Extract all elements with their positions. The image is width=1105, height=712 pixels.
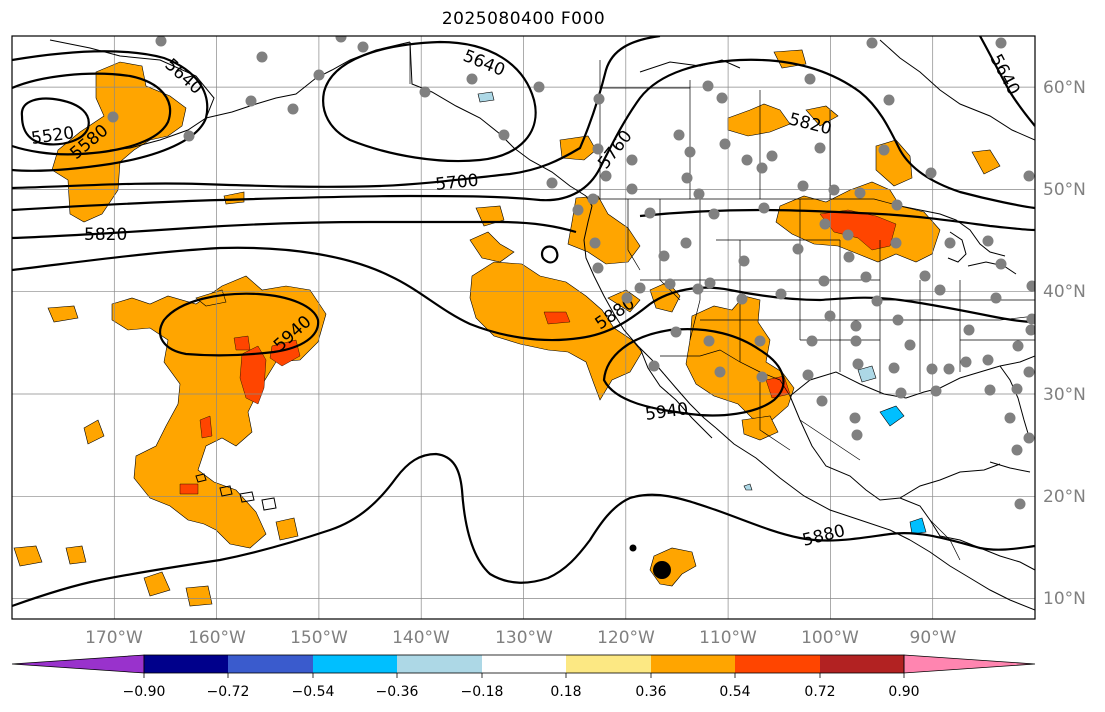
colorbar-tick-label: 0.72 (804, 684, 835, 700)
lon-label: 110°W (699, 628, 757, 648)
coastlines (49, 39, 1035, 611)
colorbar-tick-label: 0.90 (888, 684, 919, 700)
map-border (11, 35, 1036, 620)
strong-anomaly-fill (179, 209, 897, 495)
colorbar-segment (735, 655, 820, 673)
colorbar-segment (566, 655, 651, 673)
colorbar-tick-label: −0.72 (207, 684, 250, 700)
lat-label: 40°N (1043, 282, 1086, 302)
storm-marker (653, 561, 671, 579)
lat-label: 20°N (1043, 487, 1086, 507)
colorbar-segment (313, 655, 397, 673)
colorbar-tick-label: −0.36 (376, 684, 419, 700)
colorbar-tick-label: 0.36 (635, 684, 666, 700)
colorbar-segment (397, 655, 482, 673)
colorbar-tick-label: −0.18 (461, 684, 504, 700)
map-title: 2025080400 F000 (441, 9, 606, 29)
negative-anomaly-fill (477, 91, 927, 535)
colorbar-segment (651, 655, 735, 673)
colorbar: −0.90 −0.72 −0.54 −0.36 −0.18 0.18 0.36 … (11, 654, 1036, 700)
colorbar-tick-label: 0.54 (719, 684, 750, 700)
colorbar-segment (144, 655, 228, 673)
colorbar-segment (228, 655, 313, 673)
colorbar-segment (820, 655, 904, 673)
lat-label: 50°N (1043, 180, 1086, 200)
lon-label: 100°W (801, 628, 859, 648)
lat-label: 10°N (1043, 589, 1086, 609)
station-markers (107, 36, 1035, 510)
lon-label: 160°W (188, 628, 246, 648)
contour-labels: 5520 5580 5640 5640 5640 5700 5760 5820 … (30, 46, 1024, 551)
colorbar-low-extension (11, 654, 145, 674)
lon-label: 90°W (910, 628, 957, 648)
lat-label: 60°N (1043, 78, 1086, 98)
colorbar-tick-label: −0.90 (123, 684, 166, 700)
political-borders (409, 42, 1035, 561)
colorbar-tick-label: 0.18 (550, 684, 581, 700)
lon-label: 140°W (392, 628, 450, 648)
lat-label: 30°N (1043, 385, 1086, 405)
longitude-labels: 170°W 160°W 150°W 140°W 130°W 120°W 110°… (85, 628, 957, 648)
lon-label: 170°W (85, 628, 143, 648)
lon-label: 150°W (290, 628, 348, 648)
lon-label: 130°W (495, 628, 553, 648)
colorbar-tick-label: −0.54 (292, 684, 335, 700)
colorbar-high-extension (903, 654, 1036, 674)
latitude-labels: 60°N 50°N 40°N 30°N 20°N 10°N (1043, 78, 1086, 609)
lon-label: 120°W (597, 628, 655, 648)
graticule (12, 36, 1035, 619)
colorbar-segment (482, 655, 566, 673)
small-marker (629, 544, 637, 552)
contour-label: 5820 (84, 225, 127, 245)
contour-label: 5700 (434, 171, 479, 195)
